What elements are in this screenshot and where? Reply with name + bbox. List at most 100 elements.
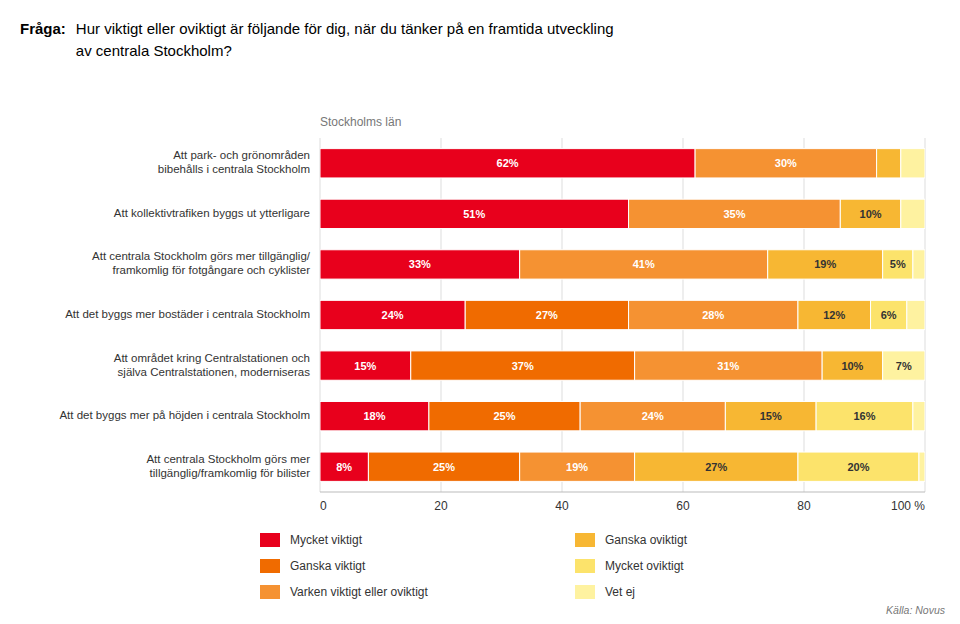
bar-segment	[816, 401, 913, 430]
bar-segment	[919, 452, 925, 481]
category-label-line: Att park- och grönområden	[173, 149, 310, 161]
legend-label: Mycket viktigt	[290, 533, 363, 547]
bar-segment	[883, 351, 925, 380]
bar-segment	[580, 401, 725, 430]
data-label: 16%	[853, 410, 875, 422]
category-label-line: bibehålls i centrala Stockholm	[158, 163, 310, 175]
data-label: 8%	[336, 461, 352, 473]
legend-label: Mycket oviktigt	[605, 559, 684, 573]
bar-segment	[871, 300, 907, 329]
category-label-line: Att centrala Stockholm görs mer	[146, 453, 310, 465]
bar-segment	[877, 149, 901, 178]
tick-label: 60	[676, 499, 690, 513]
bar-segment	[913, 401, 925, 430]
category-label: Att området kring Centralstationen och sj…	[114, 352, 310, 378]
data-label: 30%	[775, 157, 797, 169]
data-label: 19%	[566, 461, 588, 473]
category-label: Att centrala Stockholm görs mertillgängl…	[146, 453, 310, 479]
tick-label: 80	[797, 499, 811, 513]
tick-label: 40	[555, 499, 569, 513]
title: Fråga:	[20, 20, 66, 37]
data-label: 25%	[433, 461, 455, 473]
data-label: 7%	[896, 360, 912, 372]
category-label: Att park- och grönområden bibehålls i cen…	[158, 149, 310, 175]
data-label: 10%	[860, 208, 882, 220]
y-axis: Att park- och grönområden bibehålls i cen…	[59, 149, 310, 478]
bar-segment	[629, 199, 841, 228]
data-label: 19%	[814, 258, 836, 270]
bar-segment	[368, 452, 519, 481]
bar-segment	[320, 149, 695, 178]
data-labels: 62% 30% 51% 35% 10% 33% 41% 19% 5% 24% 27% 28% 12% 6%…	[336, 157, 912, 472]
grid	[320, 138, 925, 492]
category-label-line: Att centrala Stockholm görs mer tillgäng…	[92, 250, 311, 262]
tick-label: 20	[434, 499, 448, 513]
bar-segment	[907, 300, 925, 329]
legend-label: Ganska viktigt	[290, 559, 366, 573]
legend-swatch	[575, 533, 595, 547]
data-label: 41%	[633, 258, 655, 270]
title: av centrala Stockholm?	[76, 42, 232, 59]
subtitle: Stockholms län	[320, 115, 401, 129]
category-label-line: Att området kring Centralstationen och	[114, 352, 310, 364]
bar-segment	[798, 452, 919, 481]
bar-segment	[635, 452, 798, 481]
data-label: 15%	[354, 360, 376, 372]
title: Hur viktigt eller oviktigt är följande f…	[76, 20, 614, 37]
x-axis: 0 20 40 60 80 100 %	[320, 492, 925, 513]
bar-segment	[320, 452, 368, 481]
page: {"chart_data": { "type": "bar", "orienta…	[0, 0, 960, 624]
bar-segment	[411, 351, 635, 380]
bar-segment	[901, 149, 925, 178]
data-label: 37%	[512, 360, 534, 372]
bar-segment	[520, 452, 635, 481]
category-label: Att det byggs mer bostäder i centrala St…	[65, 308, 310, 320]
data-label: 12%	[823, 309, 845, 321]
data-label: 24%	[642, 410, 664, 422]
data-label: 20%	[847, 461, 869, 473]
data-label: 25%	[494, 410, 516, 422]
bar-segment	[320, 199, 629, 228]
x-axis-line	[320, 492, 925, 493]
legend-label: Vet ej	[605, 585, 635, 599]
bar-segment	[725, 401, 816, 430]
bar-segment	[429, 401, 580, 430]
bar-segment	[635, 351, 823, 380]
category-label-line: framkomlig för fotgångare och cyklister	[113, 264, 311, 276]
data-label: 62%	[497, 157, 519, 169]
bar-segment	[768, 250, 883, 279]
chart: Fråga: Hur viktigt eller oviktigt är följ…	[0, 0, 960, 624]
bar-segment	[901, 199, 925, 228]
category-label-line: Att det byggs mer på höjden i centrala S…	[59, 409, 310, 421]
data-label: 27%	[705, 461, 727, 473]
bar-segment	[798, 300, 871, 329]
bar-segment	[320, 300, 465, 329]
bar-segment	[320, 250, 520, 279]
data-label: 28%	[702, 309, 724, 321]
data-label: 6%	[881, 309, 897, 321]
category-label: Att det byggs mer på höjden i centrala S…	[59, 409, 310, 421]
legend-label: Varken viktigt eller oviktigt	[290, 585, 428, 599]
legend-swatch	[575, 585, 595, 599]
data-label: 5%	[890, 258, 906, 270]
bar-segment	[883, 250, 913, 279]
data-label: 51%	[463, 208, 485, 220]
annotation: Källa: Novus	[886, 604, 946, 616]
bar-segment	[465, 300, 628, 329]
bar-segment	[695, 149, 877, 178]
category-label-line: Att kollektivtrafiken byggs ut ytterliga…	[114, 207, 310, 219]
category-label: Att centrala Stockholm görs mer tillgäng…	[92, 250, 311, 276]
tick-label: 0	[320, 499, 327, 513]
category-label-line: själva Centralstationen, moderniseras	[118, 366, 311, 378]
legend-swatch	[260, 585, 280, 599]
data-label: 35%	[723, 208, 745, 220]
bar-segment	[822, 351, 883, 380]
bar-segment	[913, 250, 925, 279]
bar-segment	[320, 401, 429, 430]
data-label: 31%	[717, 360, 739, 372]
tick-label: 100 %	[891, 499, 925, 513]
data-label: 33%	[409, 258, 431, 270]
bar-segment	[629, 300, 798, 329]
legend-swatch	[260, 559, 280, 573]
bar-segment	[520, 250, 768, 279]
